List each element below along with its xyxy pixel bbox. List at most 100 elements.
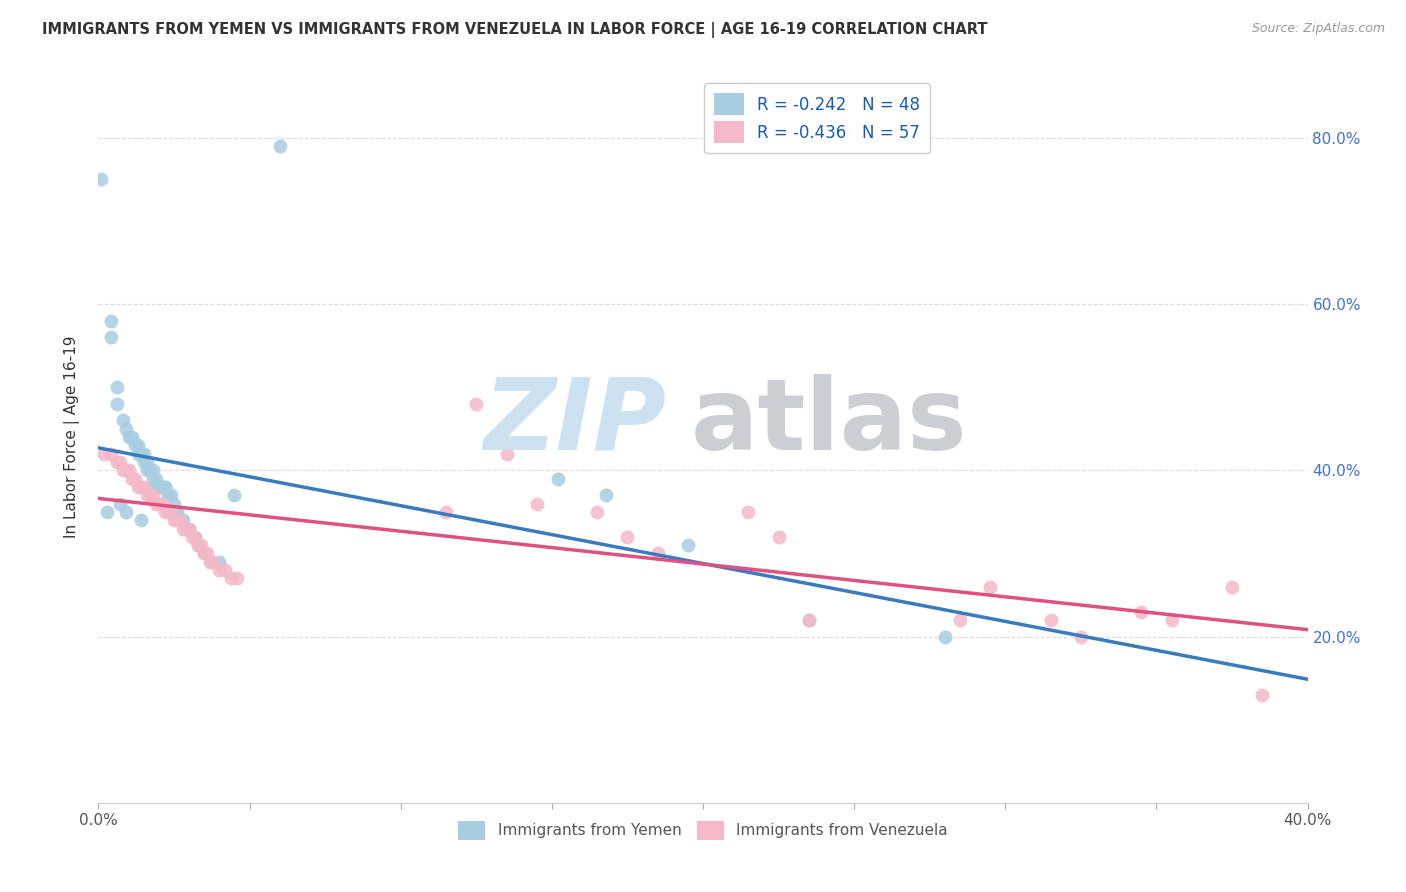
Point [111, 463, 134, 477]
Point [142, 463, 165, 477]
Point [100, 314, 122, 328]
Point [153, 505, 176, 519]
Point [145, 497, 167, 511]
Point [150, 497, 173, 511]
Point [156, 505, 179, 519]
Point [214, 563, 236, 577]
Point [616, 530, 638, 544]
Point [145, 472, 167, 486]
Point [737, 505, 759, 519]
Point [169, 513, 191, 527]
Point [221, 571, 243, 585]
Point [127, 438, 149, 452]
Point [1039, 613, 1062, 627]
Point [160, 505, 183, 519]
Point [163, 497, 186, 511]
Point [124, 438, 146, 452]
Point [100, 330, 122, 344]
Point [127, 480, 149, 494]
Point [148, 497, 170, 511]
Point [1251, 688, 1274, 702]
Point [114, 505, 136, 519]
Point [129, 480, 152, 494]
Point [118, 430, 141, 444]
Point [979, 580, 1001, 594]
Point [187, 538, 209, 552]
Point [108, 455, 131, 469]
Point [208, 555, 231, 569]
Point [114, 422, 136, 436]
Point [208, 563, 231, 577]
Point [195, 546, 218, 560]
Point [135, 488, 157, 502]
Point [108, 497, 131, 511]
Point [90, 172, 112, 186]
Point [142, 480, 165, 494]
Point [172, 521, 194, 535]
Point [121, 430, 143, 444]
Point [105, 455, 128, 469]
Point [184, 530, 207, 544]
Point [193, 546, 215, 560]
Point [190, 538, 212, 552]
Point [118, 463, 141, 477]
Point [96, 505, 118, 519]
Point [797, 613, 820, 627]
Text: IMMIGRANTS FROM YEMEN VS IMMIGRANTS FROM VENEZUELA IN LABOR FORCE | AGE 16-19 CO: IMMIGRANTS FROM YEMEN VS IMMIGRANTS FROM… [42, 22, 987, 38]
Point [153, 480, 176, 494]
Point [160, 488, 183, 502]
Point [547, 472, 569, 486]
Point [105, 397, 128, 411]
Point [434, 505, 457, 519]
Point [172, 513, 194, 527]
Point [163, 505, 186, 519]
Point [934, 630, 956, 644]
Point [111, 413, 134, 427]
Point [132, 480, 155, 494]
Point [224, 488, 246, 502]
Point [797, 613, 820, 627]
Text: ZIP: ZIP [484, 374, 666, 471]
Legend: Immigrants from Yemen, Immigrants from Venezuela: Immigrants from Yemen, Immigrants from V… [451, 814, 955, 847]
Point [226, 571, 249, 585]
Point [135, 463, 157, 477]
Point [1130, 605, 1153, 619]
Point [142, 472, 165, 486]
Point [949, 613, 972, 627]
Text: atlas: atlas [690, 374, 967, 471]
Point [1220, 580, 1243, 594]
Point [139, 488, 162, 502]
Y-axis label: In Labor Force | Age 16-19: In Labor Force | Age 16-19 [63, 335, 80, 539]
Point [150, 480, 173, 494]
Point [676, 538, 699, 552]
Point [595, 488, 617, 502]
Point [1160, 613, 1182, 627]
Point [142, 488, 165, 502]
Point [647, 546, 669, 560]
Point [1070, 630, 1092, 644]
Point [132, 447, 155, 461]
Point [184, 530, 207, 544]
Point [465, 397, 488, 411]
Point [127, 447, 149, 461]
Point [166, 505, 188, 519]
Point [93, 447, 115, 461]
Point [526, 497, 548, 511]
Point [156, 488, 179, 502]
Point [100, 447, 122, 461]
Point [124, 472, 146, 486]
Point [148, 480, 170, 494]
Point [179, 521, 201, 535]
Text: Source: ZipAtlas.com: Source: ZipAtlas.com [1251, 22, 1385, 36]
Point [269, 139, 291, 153]
Point [200, 555, 222, 569]
Point [768, 530, 790, 544]
Point [495, 447, 517, 461]
Point [121, 472, 143, 486]
Point [132, 455, 155, 469]
Point [163, 513, 186, 527]
Point [166, 513, 188, 527]
Point [586, 505, 609, 519]
Point [135, 455, 157, 469]
Point [187, 538, 209, 552]
